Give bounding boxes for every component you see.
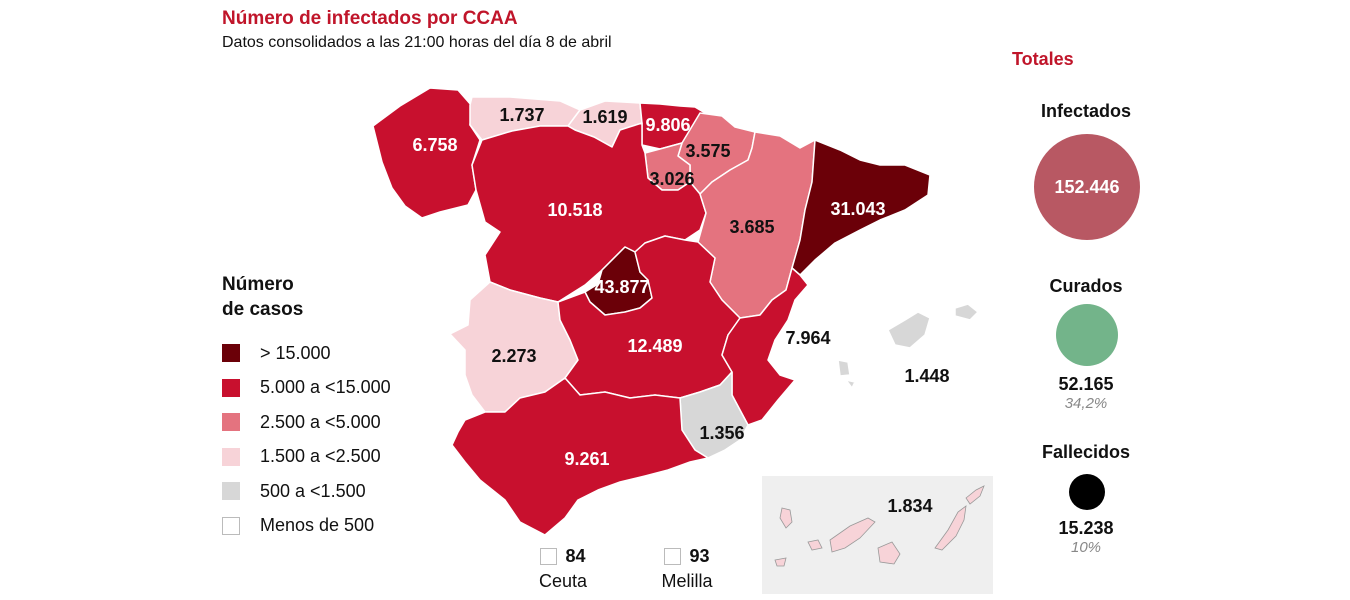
fallecidos-percentage: 10% [1070, 539, 1102, 556]
region-valencia[interactable] [721, 267, 809, 426]
region-label-galicia: 6.758 [412, 135, 457, 155]
region-label-murcia: 1.356 [699, 423, 744, 443]
legend-label: 500 a <1.500 [260, 480, 366, 501]
region-label-madrid: 43.877 [594, 277, 649, 297]
region-label-pais-vasco: 9.806 [645, 115, 690, 135]
curados-label: Curados [1049, 276, 1123, 296]
region-label-cataluna: 31.043 [830, 199, 885, 219]
melilla-color-box [664, 548, 682, 565]
region-label-cantabria: 1.619 [582, 107, 627, 127]
legend-item: > 15.000 [222, 336, 391, 371]
region-label-valencia: 7.964 [785, 328, 830, 348]
infectados-circle: 152.446 [1034, 134, 1140, 240]
ceuta-value: 84 [565, 546, 586, 566]
legend-title-line1: Número [222, 274, 294, 295]
region-castilla-leon[interactable] [471, 122, 707, 303]
legend-item: Menos de 500 [222, 509, 391, 544]
curados-value: 52.165 [1058, 374, 1114, 394]
legend-item: 2.500 a <5.000 [222, 405, 391, 440]
region-label-castilla-la-mancha: 12.489 [627, 336, 682, 356]
curados-percentage: 34,2% [1064, 395, 1108, 412]
legend-swatch [222, 413, 240, 432]
legend-swatch [222, 344, 240, 363]
legend-swatch [222, 447, 240, 466]
chart-subtitle: Datos consolidados a las 21:00 horas del… [222, 34, 612, 51]
region-baleares[interactable] [837, 303, 979, 389]
island-el-hierro[interactable] [774, 557, 787, 567]
legend-item: 5.000 a <15.000 [222, 371, 391, 406]
chart-title: Número de infectados por CCAA [222, 8, 518, 29]
legend-label: > 15.000 [260, 342, 331, 363]
city-ceuta: 84 Ceuta [528, 546, 598, 592]
island-lanzarote[interactable] [965, 485, 985, 505]
legend-label: Menos de 500 [260, 515, 375, 536]
ceuta-name: Ceuta [538, 571, 588, 591]
region-label-navarra: 3.575 [685, 141, 730, 161]
canarias-inset [762, 476, 993, 594]
legend: Número de casos > 15.000 5.000 a <15.000 2… [222, 272, 391, 543]
island-la-gomera[interactable] [807, 539, 823, 551]
fallecidos-value: 15.238 [1058, 518, 1114, 538]
region-label-la-rioja: 3.026 [649, 169, 694, 189]
legend-item: 1.500 a <2.500 [222, 440, 391, 475]
region-label-andalucia: 9.261 [564, 449, 609, 469]
region-label-castilla-leon: 10.518 [547, 200, 602, 220]
legend-item: 500 a <1.500 [222, 474, 391, 509]
region-label-baleares: 1.448 [904, 366, 949, 386]
region-andalucia[interactable] [451, 377, 709, 536]
legend-label: 2.500 a <5.000 [260, 411, 381, 432]
legend-swatch [222, 482, 240, 501]
legend-swatch [222, 378, 240, 397]
region-label-aragon: 3.685 [729, 217, 774, 237]
curados-circle [1056, 304, 1118, 366]
island-gran-canaria[interactable] [877, 541, 901, 565]
legend-label: 5.000 a <15.000 [260, 377, 391, 398]
canarias-inset-frame [762, 476, 993, 594]
legend-swatch [222, 516, 240, 535]
melilla-value: 93 [689, 546, 710, 566]
island-tenerife[interactable] [829, 517, 876, 553]
fallecidos-circle [1069, 474, 1105, 510]
ceuta-color-box [540, 548, 558, 565]
region-label-canarias: 1.834 [887, 496, 932, 516]
legend-title: Número de casos [222, 272, 391, 322]
island-fuerteventura[interactable] [934, 505, 967, 551]
island-la-palma[interactable] [779, 507, 793, 529]
legend-label: 1.500 a <2.500 [260, 446, 381, 467]
totals-title: Totales [1012, 49, 1074, 69]
legend-title-line2: de casos [222, 299, 304, 320]
city-melilla: 93 Melilla [652, 546, 722, 592]
region-label-extremadura: 2.273 [491, 346, 536, 366]
region-cataluna[interactable] [791, 139, 931, 276]
melilla-name: Melilla [661, 571, 713, 591]
infectados-label: Infectados [1040, 101, 1132, 121]
fallecidos-label: Fallecidos [1041, 442, 1131, 462]
region-label-asturias: 1.737 [499, 105, 544, 125]
infectados-value: 152.446 [1054, 176, 1120, 197]
